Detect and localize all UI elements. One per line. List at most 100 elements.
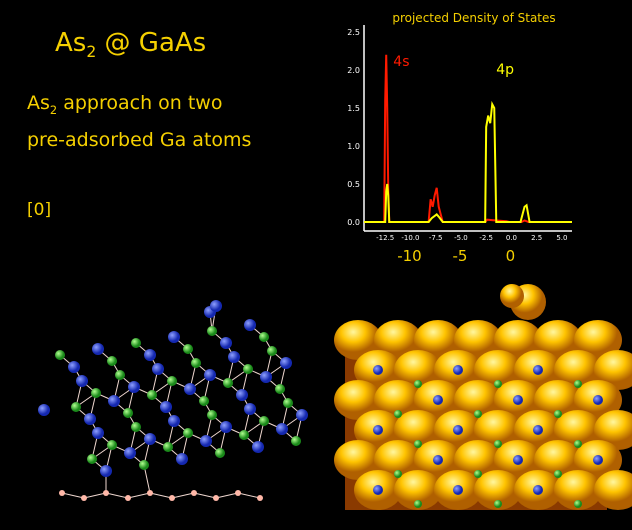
ga-atom xyxy=(87,454,97,464)
density-lobe xyxy=(534,440,582,480)
energy-axis-label: 0 xyxy=(506,247,516,265)
h-atom xyxy=(213,495,219,501)
x-tick-label: 0.0 xyxy=(506,234,517,242)
ga-atom xyxy=(291,436,301,446)
as-atom xyxy=(210,300,222,312)
bond xyxy=(193,492,217,499)
ga-atom xyxy=(394,470,402,478)
ga-atom xyxy=(474,410,482,418)
as-atom xyxy=(433,455,443,465)
density-lobe xyxy=(394,350,442,390)
as2-molecule-density xyxy=(500,284,524,308)
as-atom xyxy=(38,404,50,416)
bond xyxy=(237,492,261,499)
as-atom xyxy=(108,395,120,407)
ga-atom xyxy=(131,422,141,432)
density-lobe xyxy=(334,440,382,480)
ga-atom xyxy=(554,410,562,418)
density-lobe xyxy=(374,380,422,420)
as-atom xyxy=(533,485,543,495)
energy-axis-label: -5 xyxy=(452,247,467,265)
y-tick-label: 2.0 xyxy=(347,66,360,75)
h-atom xyxy=(125,495,131,501)
ga-atom xyxy=(183,344,193,354)
x-tick-label: -10.0 xyxy=(401,234,419,242)
ga-atom xyxy=(115,370,125,380)
ga-atom xyxy=(494,500,502,508)
h-atom xyxy=(147,490,153,496)
ga-atom xyxy=(71,402,81,412)
as-atom xyxy=(296,409,308,421)
as-atom xyxy=(236,389,248,401)
ga-atom xyxy=(223,378,233,388)
y-tick-label: 2.5 xyxy=(347,28,360,37)
ga-atom xyxy=(123,408,133,418)
as-atom xyxy=(513,395,523,405)
as-atom xyxy=(168,331,180,343)
density-lobe xyxy=(534,320,582,360)
charge-density-isosurface xyxy=(334,284,632,510)
annotation-4s: 4s xyxy=(393,54,409,70)
ga-atom xyxy=(91,388,101,398)
ga-atom xyxy=(283,398,293,408)
bond xyxy=(127,492,151,499)
density-lobe xyxy=(414,320,462,360)
ga-atom xyxy=(147,390,157,400)
x-tick-label: -2.5 xyxy=(479,234,493,242)
ga-atom xyxy=(167,376,177,386)
bond xyxy=(171,492,195,499)
ga-atom xyxy=(215,448,225,458)
h-atom xyxy=(81,495,87,501)
series-4p xyxy=(364,100,572,223)
density-lobe xyxy=(374,320,422,360)
ball-and-stick-model xyxy=(38,300,308,501)
ga-atom xyxy=(163,442,173,452)
density-lobe xyxy=(454,320,502,360)
y-tick-label: 1.0 xyxy=(347,142,360,151)
as-atom xyxy=(128,381,140,393)
as-atom xyxy=(453,485,463,495)
as-atom xyxy=(513,455,523,465)
ga-atom xyxy=(243,364,253,374)
as-atom xyxy=(144,349,156,361)
as-atom xyxy=(76,375,88,387)
y-tick-label: 0.0 xyxy=(347,218,360,227)
as-atom xyxy=(100,465,112,477)
h-atom xyxy=(235,490,241,496)
ga-atom xyxy=(474,470,482,478)
as-atom xyxy=(220,421,232,433)
ga-atom xyxy=(414,440,422,448)
ga-atom xyxy=(494,440,502,448)
y-tick-label: 0.5 xyxy=(347,180,360,189)
as-atom xyxy=(280,357,292,369)
ga-atom xyxy=(191,358,201,368)
density-lobe xyxy=(594,410,632,450)
density-lobe xyxy=(474,470,522,510)
bond xyxy=(61,492,85,499)
x-tick-label: 2.5 xyxy=(531,234,542,242)
as-atom xyxy=(220,337,232,349)
as-atom xyxy=(433,395,443,405)
as-atom xyxy=(593,455,603,465)
x-tick-label: 5.0 xyxy=(556,234,567,242)
as-atom xyxy=(533,425,543,435)
as-atom xyxy=(276,423,288,435)
ga-atom xyxy=(55,350,65,360)
as-atom xyxy=(204,369,216,381)
h-atom xyxy=(169,495,175,501)
density-lobe xyxy=(574,320,622,360)
density-lobe xyxy=(334,380,382,420)
as-atom xyxy=(373,425,383,435)
annotation-4p: 4p xyxy=(496,62,514,78)
bond xyxy=(83,492,107,499)
bond xyxy=(149,492,173,499)
subtitle-line-2: pre-adsorbed Ga atoms xyxy=(27,129,252,151)
ga-atom xyxy=(199,396,209,406)
density-lobe xyxy=(554,470,602,510)
density-lobe xyxy=(474,350,522,390)
density-lobe xyxy=(594,350,632,390)
as-atom xyxy=(373,365,383,375)
as-atom xyxy=(373,485,383,495)
